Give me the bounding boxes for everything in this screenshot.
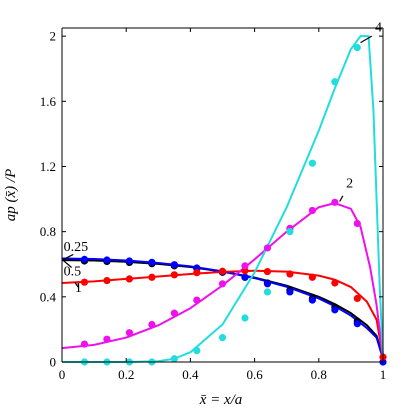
data-point-1-9 bbox=[286, 270, 294, 278]
data-point-0_5-3 bbox=[148, 258, 156, 266]
x-tick-label-4: 0.8 bbox=[311, 367, 327, 382]
data-point-1-11 bbox=[331, 279, 339, 287]
data-point-1-0 bbox=[80, 278, 89, 286]
y-axis-label: ap (x̄) /P bbox=[3, 169, 19, 221]
x-tick-label-3: 0.6 bbox=[246, 367, 263, 382]
data-point-1-12 bbox=[353, 294, 361, 303]
data-point-0_5-11 bbox=[331, 306, 339, 314]
data-point-4-5 bbox=[193, 347, 201, 355]
data-point-0_5-1 bbox=[103, 256, 111, 264]
annotation-label-0: 4 bbox=[375, 20, 382, 35]
y-tick-label-5: 2 bbox=[50, 29, 57, 44]
data-point-1-1 bbox=[103, 276, 111, 285]
annotation-label-1: 2 bbox=[346, 177, 353, 192]
data-point-4-6 bbox=[218, 333, 227, 342]
data-point-0_5-9 bbox=[286, 288, 294, 296]
data-point-2-4 bbox=[170, 309, 178, 317]
data-point-0_5-7 bbox=[241, 273, 249, 281]
data-point-2-10 bbox=[308, 206, 316, 215]
annotation-arrow-0 bbox=[360, 35, 373, 44]
annotation-arrow-3 bbox=[61, 258, 73, 268]
annotation-layer: 4 2 0.25 0.51 bbox=[61, 20, 382, 296]
data-point-0_5-8 bbox=[263, 280, 272, 288]
data-point-0_5-0 bbox=[80, 255, 89, 263]
annotation-arrow-2 bbox=[61, 253, 74, 261]
x-tick-label-2: 0.4 bbox=[182, 367, 199, 382]
data-point-2-0 bbox=[80, 340, 89, 348]
data-point-2-5 bbox=[193, 296, 201, 304]
data-point-1-3 bbox=[148, 273, 156, 281]
data-point-2-1 bbox=[103, 335, 111, 343]
y-tick-label-1: 0.4 bbox=[40, 289, 57, 304]
data-point-4-8 bbox=[263, 288, 272, 296]
data-point-4-12 bbox=[353, 43, 361, 52]
data-point-0_5-10 bbox=[308, 296, 316, 304]
annotation-label-3: 0.5 bbox=[64, 265, 81, 280]
data-point-4-11 bbox=[331, 78, 339, 86]
x-tick-label-0: 0 bbox=[59, 367, 66, 382]
y-tick-label-0: 0 bbox=[50, 355, 57, 370]
data-point-2-7 bbox=[241, 262, 249, 270]
data-point-0_5-2 bbox=[125, 257, 134, 265]
data-point-1-2 bbox=[125, 275, 134, 283]
data-point-4-4 bbox=[170, 355, 178, 363]
annotation-label-4: 1 bbox=[75, 281, 82, 296]
data-point-4-9 bbox=[286, 228, 294, 236]
axes-layer: 0 0.2 0.4 0.6 0.8 1 0 0.4 0.8 1.2 1.6 2 bbox=[40, 27, 387, 382]
data-point-0_5-4 bbox=[170, 261, 178, 269]
data-point-2-12 bbox=[353, 219, 361, 228]
data-point-2-8 bbox=[263, 244, 272, 252]
data-point-1-6 bbox=[218, 267, 227, 275]
y-tick-label-3: 1.2 bbox=[40, 159, 56, 174]
annotation-arrow-4 bbox=[74, 281, 79, 288]
data-point-2-11 bbox=[331, 198, 339, 206]
x-tick-label-1: 0.2 bbox=[118, 367, 134, 382]
data-point-1-10 bbox=[308, 273, 316, 281]
x-tick-label-5: 1 bbox=[380, 367, 387, 382]
data-point-4-10 bbox=[308, 159, 316, 167]
y-tick-label-2: 0.8 bbox=[40, 224, 56, 239]
annotation-label-2: 0.25 bbox=[64, 240, 88, 255]
data-point-1-4 bbox=[170, 271, 178, 279]
data-point-2-3 bbox=[148, 320, 156, 329]
y-tick-label-4: 1.6 bbox=[40, 94, 57, 109]
data-point-1-5 bbox=[193, 269, 201, 277]
data-point-0_5-12 bbox=[353, 320, 361, 328]
x-axis-label: x̄ = x/a bbox=[199, 392, 243, 408]
data-point-4-7 bbox=[241, 314, 249, 322]
series-layer bbox=[61, 35, 387, 366]
annotation-arrow-1 bbox=[339, 195, 344, 202]
data-point-1-8 bbox=[263, 267, 272, 276]
data-point-2-6 bbox=[218, 280, 227, 288]
data-point-2-2 bbox=[125, 329, 134, 337]
